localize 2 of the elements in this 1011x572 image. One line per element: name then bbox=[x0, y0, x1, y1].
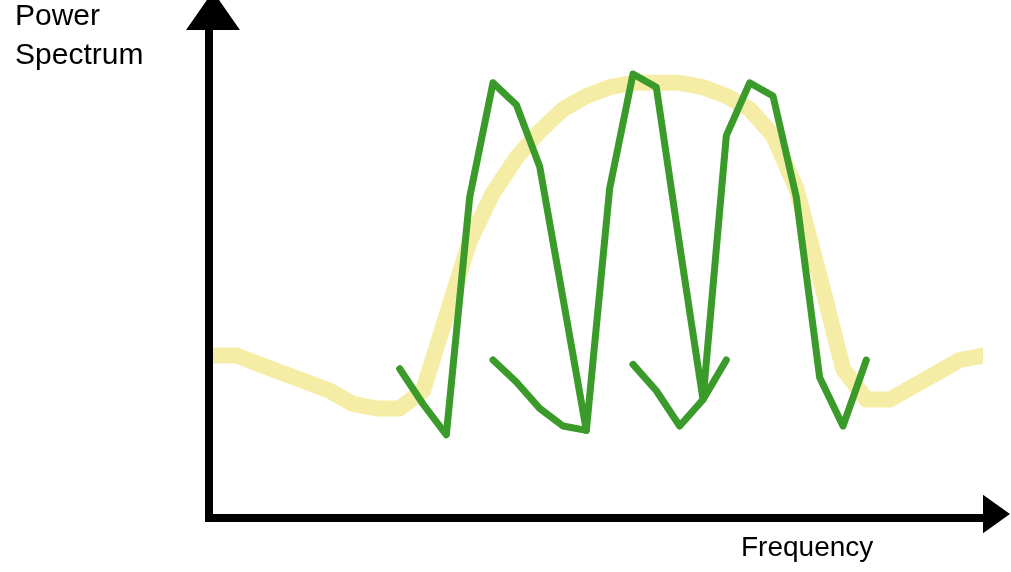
x-axis-title: Frequency bbox=[741, 531, 874, 562]
y-axis-title: Power Spectrum bbox=[15, 0, 144, 70]
